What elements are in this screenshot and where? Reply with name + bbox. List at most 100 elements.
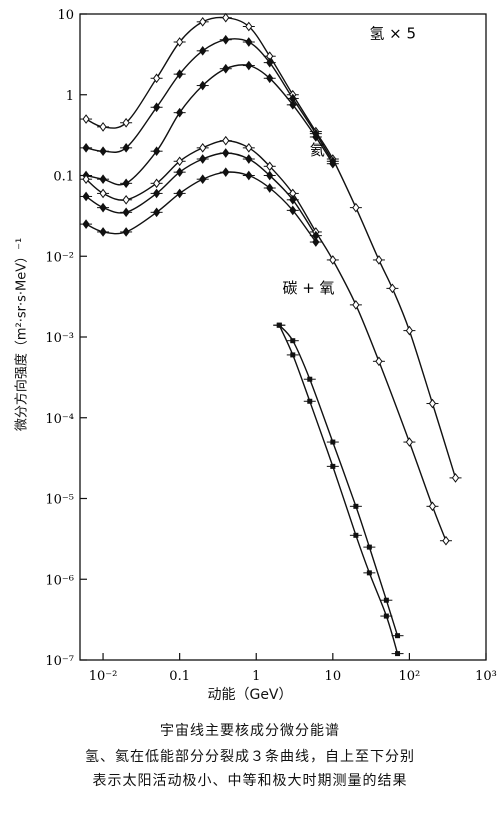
data-point-diamond bbox=[82, 143, 90, 153]
data-point-diamond bbox=[122, 194, 130, 205]
x-tick-label: 1 bbox=[252, 669, 260, 684]
data-point-diamond bbox=[82, 191, 90, 202]
data-point-diamond bbox=[375, 356, 383, 367]
data-point-diamond bbox=[405, 325, 414, 336]
data-point-square bbox=[353, 532, 359, 538]
data-point-square bbox=[276, 322, 282, 328]
data-point-diamond bbox=[199, 45, 207, 56]
plot-frame bbox=[79, 13, 487, 661]
data-point-diamond bbox=[289, 194, 297, 205]
data-point-diamond bbox=[122, 178, 130, 189]
data-point-square bbox=[307, 376, 313, 382]
spectrum-chart: 10⁻² 0.1 1 10 10² 10³ 10 1 0.1 10⁻² 10⁻³ 10⁻⁴ 10⁻⁵ 10… bbox=[45, 8, 497, 684]
data-point-square bbox=[307, 398, 313, 404]
data-point-diamond bbox=[222, 12, 230, 23]
data-point-diamond bbox=[245, 21, 253, 32]
y-tick-label: 10⁻⁵ bbox=[45, 493, 74, 508]
annotation-label: 碳 + 氧 bbox=[282, 279, 334, 297]
data-point-diamond bbox=[266, 183, 274, 193]
data-point-diamond bbox=[176, 107, 184, 118]
x-tick-label: 10 bbox=[325, 669, 342, 684]
curve-helium bbox=[85, 152, 317, 236]
data-point-square bbox=[330, 463, 336, 469]
data-point-diamond bbox=[199, 80, 207, 91]
data-point-diamond bbox=[199, 16, 207, 27]
data-point-diamond bbox=[122, 227, 130, 237]
data-point-diamond bbox=[82, 114, 90, 124]
x-tick-label: 0.1 bbox=[169, 669, 190, 684]
data-point-diamond bbox=[152, 178, 161, 189]
x-axis-label: 动能（GeV） bbox=[207, 687, 293, 703]
data-point-diamond bbox=[176, 69, 184, 79]
data-point-diamond bbox=[82, 219, 90, 229]
x-tick-label: 10⁻² bbox=[89, 669, 118, 684]
data-point-diamond bbox=[99, 202, 107, 213]
data-point-square bbox=[290, 338, 296, 344]
data-point-square bbox=[383, 597, 389, 603]
data-point-diamond bbox=[375, 255, 383, 265]
data-point-diamond bbox=[176, 156, 184, 167]
data-point-diamond bbox=[152, 73, 161, 84]
data-point-diamond bbox=[122, 117, 130, 128]
y-tick-label: 10⁻⁶ bbox=[45, 573, 74, 588]
data-point-diamond bbox=[245, 154, 253, 164]
data-point-diamond bbox=[266, 57, 274, 68]
y-tick-label: 10⁻³ bbox=[45, 331, 74, 346]
data-point-diamond bbox=[222, 167, 230, 177]
data-point-square bbox=[290, 352, 296, 358]
data-point-diamond bbox=[122, 207, 130, 218]
caption-line-2: 氢、氦在低能部分分裂成３条曲线，自上至下分别 bbox=[85, 749, 415, 765]
data-point-diamond bbox=[99, 227, 107, 237]
data-point-diamond bbox=[266, 73, 274, 84]
data-point-diamond bbox=[442, 535, 450, 546]
data-point-diamond bbox=[428, 398, 437, 409]
y-tick-label: 1 bbox=[66, 89, 74, 104]
data-point-diamond bbox=[82, 174, 90, 185]
data-point-diamond bbox=[152, 188, 161, 199]
data-point-diamond bbox=[245, 170, 253, 181]
data-point-diamond bbox=[199, 143, 207, 153]
data-point-diamond bbox=[245, 37, 253, 47]
caption-title: 宇宙线主要核成分微分能谱 bbox=[160, 723, 340, 739]
data-point-diamond bbox=[329, 158, 337, 169]
x-tick-label: 10² bbox=[399, 669, 421, 684]
data-point-square bbox=[395, 651, 401, 657]
caption-line-3: 表示太阳活动极小、中等和极大时期测量的结果 bbox=[92, 773, 408, 789]
data-point-diamond bbox=[312, 132, 320, 142]
data-point-diamond bbox=[266, 170, 274, 181]
data-point-diamond bbox=[222, 135, 230, 146]
data-point-square bbox=[395, 633, 401, 639]
data-point-diamond bbox=[152, 207, 161, 218]
data-point-square bbox=[366, 570, 372, 576]
data-point-diamond bbox=[451, 473, 460, 483]
data-point-diamond bbox=[222, 34, 230, 45]
data-point-diamond bbox=[312, 237, 320, 247]
annotation-label: 氦 bbox=[310, 141, 325, 159]
data-point-square bbox=[330, 439, 336, 445]
y-tick-label: 10⁻⁷ bbox=[45, 654, 74, 669]
y-tick-label: 0.1 bbox=[53, 170, 74, 185]
data-point-diamond bbox=[199, 154, 207, 164]
data-point-diamond bbox=[152, 146, 161, 157]
data-point-diamond bbox=[329, 255, 337, 265]
data-point-square bbox=[353, 503, 359, 509]
data-point-diamond bbox=[245, 60, 253, 71]
data-point-square bbox=[366, 544, 372, 550]
curve-carbon_oxygen bbox=[278, 324, 399, 654]
curve-helium bbox=[85, 139, 447, 541]
data-point-diamond bbox=[388, 283, 397, 294]
data-point-diamond bbox=[289, 100, 297, 110]
curve-hydrogen bbox=[85, 16, 457, 479]
data-point-diamond bbox=[428, 501, 437, 512]
data-point-diamond bbox=[352, 300, 360, 310]
data-point-diamond bbox=[222, 63, 230, 74]
data-point-square bbox=[383, 613, 389, 619]
y-tick-label: 10⁻⁴ bbox=[45, 412, 74, 427]
x-tick-label: 10³ bbox=[475, 669, 497, 684]
data-point-diamond bbox=[99, 174, 107, 185]
curve-carbon_oxygen bbox=[278, 324, 399, 636]
data-point-diamond bbox=[99, 122, 107, 132]
data-point-diamond bbox=[99, 146, 107, 157]
data-point-diamond bbox=[405, 437, 414, 447]
data-point-diamond bbox=[199, 174, 207, 185]
